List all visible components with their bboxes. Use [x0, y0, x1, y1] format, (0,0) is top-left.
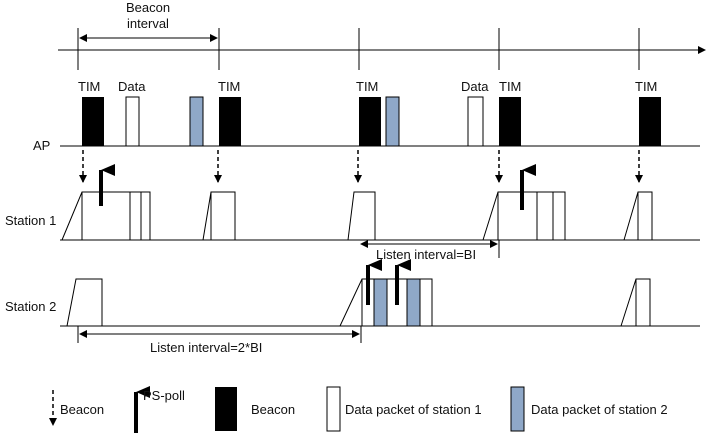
top-timeline [58, 28, 706, 70]
tim-label: TIM [78, 79, 100, 94]
beacon-block [639, 97, 661, 146]
data-label: Data [461, 79, 489, 94]
data-packet-station2 [406, 278, 421, 327]
data-packet-station1 [125, 96, 140, 147]
listen-interval-bi-label: Listen interval=BI [376, 247, 476, 262]
beacon-block [359, 97, 381, 146]
data-packet-station2 [373, 278, 388, 327]
legend-station1-packet-icon [326, 386, 341, 432]
tim-label: TIM [635, 79, 657, 94]
legend-beacon-block-label: Beacon [251, 402, 295, 417]
tim-label: TIM [356, 79, 378, 94]
listen-interval-bi-annotation: Listen interval=BI [360, 240, 500, 262]
station1-row: Station 1 [5, 164, 700, 241]
beacon-interval-label-line2: interval [127, 16, 169, 31]
station2-row: Station 2 [5, 259, 700, 327]
beacon-block [219, 97, 241, 146]
station1-awake-period [482, 191, 566, 241]
beacon-block [499, 97, 521, 146]
station1-awake-period [202, 191, 236, 241]
data-label: Data [118, 79, 146, 94]
listen-interval-2bi-annotation: Listen interval=2*BI [77, 326, 362, 355]
data-packet-station1 [536, 191, 554, 241]
beacon-interval-label-line1: Beacon [126, 0, 170, 15]
station1-label: Station 1 [5, 213, 56, 228]
data-packet-station2 [385, 96, 400, 147]
listen-interval-2bi-label: Listen interval=2*BI [150, 340, 262, 355]
tim-label: TIM [218, 79, 240, 94]
station2-awake-period [66, 278, 103, 327]
legend-station2-packet-label: Data packet of station 2 [531, 402, 668, 417]
beacon-interval-annotation: Beacon interval [79, 0, 218, 42]
legend-station2-packet-icon [510, 386, 525, 432]
data-packet-station1 [129, 191, 142, 241]
legend: Beacon PS-poll Beacon Data packet of sta… [49, 386, 668, 433]
ap-label: AP [33, 138, 50, 153]
station2-label: Station 2 [5, 299, 56, 314]
beacon-arrows [79, 150, 643, 183]
station1-awake-period [61, 191, 151, 241]
tim-label: TIM [499, 79, 521, 94]
legend-beacon-block-icon [215, 387, 237, 431]
legend-beacon-arrow-label: Beacon [60, 402, 104, 417]
ap-row: AP TIM Data TIM TIM Data TIM TIM [33, 79, 700, 153]
station1-awake-period [347, 191, 376, 241]
legend-station1-packet-label: Data packet of station 1 [345, 402, 482, 417]
legend-ps-poll-label: PS-poll [143, 388, 185, 403]
data-packet-station1 [467, 96, 484, 147]
station2-awake-period [620, 278, 651, 327]
data-packet-station2 [189, 96, 204, 147]
station1-awake-period [623, 191, 653, 241]
beacon-block [82, 97, 104, 146]
